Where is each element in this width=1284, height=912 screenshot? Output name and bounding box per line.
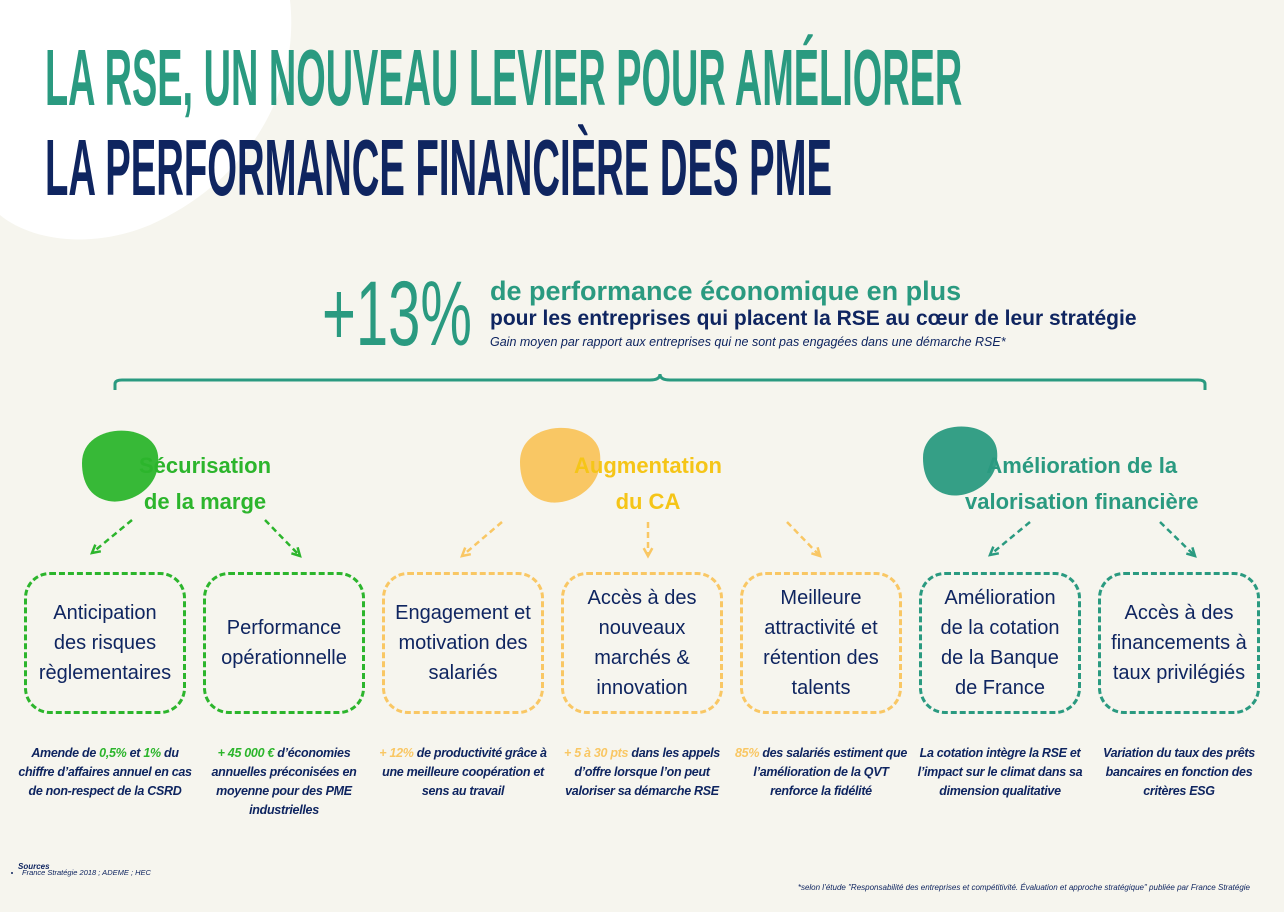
item-box: Engagement et motivation des salariés xyxy=(382,572,544,714)
item-label: Performance opérationnelle xyxy=(221,613,347,673)
sources-title: Sources xyxy=(18,862,50,871)
item-box: Performance opérationnelle xyxy=(203,572,365,714)
brace xyxy=(113,373,1207,390)
arrow-head xyxy=(89,544,102,555)
group-title-line: de la marge xyxy=(143,489,267,514)
group-title-line: Sécurisation xyxy=(139,453,272,478)
item-label-line: opérationnelle xyxy=(221,647,347,669)
arrow xyxy=(786,521,821,557)
group-title: Amélioration de la valorisation financièr… xyxy=(965,448,1199,520)
group-title: Augmentation du CA xyxy=(574,448,722,520)
item-label-line: talents xyxy=(791,677,851,699)
item-note: Variation du taux des prêts bancaires en… xyxy=(1091,744,1267,801)
item-label-line: nouveaux xyxy=(598,617,686,639)
item-label-line: des risques xyxy=(53,632,157,654)
note-part: de productivité grâce à une meilleure co… xyxy=(382,746,547,798)
arrow xyxy=(91,519,133,554)
item-label-line: de France xyxy=(954,677,1046,699)
item-label-line: règlementaires xyxy=(38,662,172,684)
arrow-head xyxy=(987,546,1000,557)
note-part: La cotation intègre la RSE et l’impact s… xyxy=(917,746,1083,798)
group-title-line: Amélioration de la xyxy=(986,453,1178,478)
item-label-line: innovation xyxy=(596,677,688,699)
note-part: des salariés estiment que l’amélioration… xyxy=(753,746,907,798)
note-part: + 12% xyxy=(379,746,414,760)
item-note: Amende de 0,5% et 1% du chiffre d’affair… xyxy=(17,744,193,801)
background-blob xyxy=(0,0,292,240)
arrow xyxy=(461,521,503,557)
group-blob xyxy=(82,430,159,502)
item-label-line: Anticipation xyxy=(53,602,157,624)
note-part: dans les appels d’offre lorsque l’on peu… xyxy=(565,746,720,798)
arrow xyxy=(1159,521,1196,557)
item-label-line: de la Banque xyxy=(941,647,1059,669)
key-figure: +13% xyxy=(322,263,472,365)
note-part: Amende de xyxy=(31,746,100,760)
item-note: + 45 000 € d’économies annuelles préconi… xyxy=(196,744,372,820)
note-part: + 45 000 € xyxy=(217,746,275,760)
item-label: Engagement et motivation des salariés xyxy=(395,598,531,688)
arrow-head xyxy=(1185,547,1197,558)
note-part: du chiffre d’affaires annuel en cas de n… xyxy=(18,746,192,798)
item-note: 85% des salariés estiment que l’améliora… xyxy=(733,744,909,801)
highlight-note: Gain moyen par rapport aux entreprises q… xyxy=(490,335,1006,349)
arrow-head xyxy=(291,546,302,558)
item-label: Anticipation des risques règlementaires xyxy=(39,598,171,688)
note-part: d’économies annuelles préconisées en moy… xyxy=(211,746,357,817)
sources-list: France Stratégie 2018 ; ADEME ; HEC xyxy=(6,868,151,877)
arrow-head xyxy=(811,546,822,558)
item-label-line: de la cotation xyxy=(940,617,1060,639)
item-label-line: salariés xyxy=(428,662,498,684)
item-box: Anticipation des risques règlementaires xyxy=(24,572,186,714)
arrow-head xyxy=(460,547,472,558)
headline: de performance économique en plus xyxy=(490,276,962,306)
group-title: Sécurisation de la marge xyxy=(139,448,271,520)
group-title-line: du CA xyxy=(615,489,681,514)
item-label: Meilleure attractivité et rétention des tal… xyxy=(763,583,879,703)
note-part: Variation du taux des prêts bancaires en… xyxy=(1103,746,1255,798)
arrow xyxy=(989,521,1031,556)
source-item: France Stratégie 2018 ; ADEME ; HEC xyxy=(22,868,151,877)
title-line-1: LA RSE, UN NOUVEAU LEVIER POUR AMÉLIORER xyxy=(45,33,963,122)
item-label-line: rétention des xyxy=(763,647,879,669)
item-box: Accès à des financements à taux privilégié… xyxy=(1098,572,1260,714)
item-label-line: Performance xyxy=(226,617,342,639)
footnote: *selon l’étude "Responsabilité des entre… xyxy=(797,883,1250,892)
note-part: + 5 à 30 pts xyxy=(564,746,629,760)
item-label-line: marchés & xyxy=(594,647,690,669)
item-label-line: Accès à des xyxy=(587,587,697,609)
group-blob xyxy=(520,427,601,503)
item-label: Accès à des financements à taux privilégié… xyxy=(1111,598,1247,688)
item-note: + 5 à 30 pts dans les appels d’offre lor… xyxy=(554,744,730,801)
group-title-line: Augmentation xyxy=(574,453,722,478)
item-label-line: Amélioration xyxy=(944,587,1056,609)
note-part: 0,5% xyxy=(99,746,127,760)
item-box: Accès à des nouveaux marchés & innovation xyxy=(561,572,723,714)
note-part: 1% xyxy=(143,746,161,760)
subline: pour les entreprises qui placent la RSE … xyxy=(490,307,1137,330)
item-box: Meilleure attractivité et rétention des tal… xyxy=(740,572,902,714)
item-label-line: attractivité et xyxy=(764,617,878,639)
note-part: 85% xyxy=(735,746,760,760)
note-part: et xyxy=(126,746,144,760)
item-note: + 12% de productivité grâce à une meille… xyxy=(375,744,551,801)
item-label: Accès à des nouveaux marchés & innovation xyxy=(588,583,697,703)
group-title-line: valorisation financière xyxy=(965,489,1199,514)
item-note: La cotation intègre la RSE et l’impact s… xyxy=(912,744,1088,801)
item-box: Amélioration de la cotation de la Banque de… xyxy=(919,572,1081,714)
arrow xyxy=(264,519,301,557)
item-label: Amélioration de la cotation de la Banque de… xyxy=(941,583,1060,703)
item-label-line: Accès à des xyxy=(1124,602,1234,624)
item-label-line: taux privilégiés xyxy=(1112,662,1246,684)
item-label-line: Meilleure xyxy=(780,587,862,609)
item-label-line: motivation des xyxy=(398,632,528,654)
group-blob xyxy=(923,426,998,496)
item-label-line: financements à xyxy=(1111,632,1247,654)
item-label-line: Engagement et xyxy=(395,602,531,624)
arrow-head xyxy=(642,547,654,559)
title-line-2: LA PERFORMANCE FINANCIÈRE DES PME xyxy=(45,123,833,212)
